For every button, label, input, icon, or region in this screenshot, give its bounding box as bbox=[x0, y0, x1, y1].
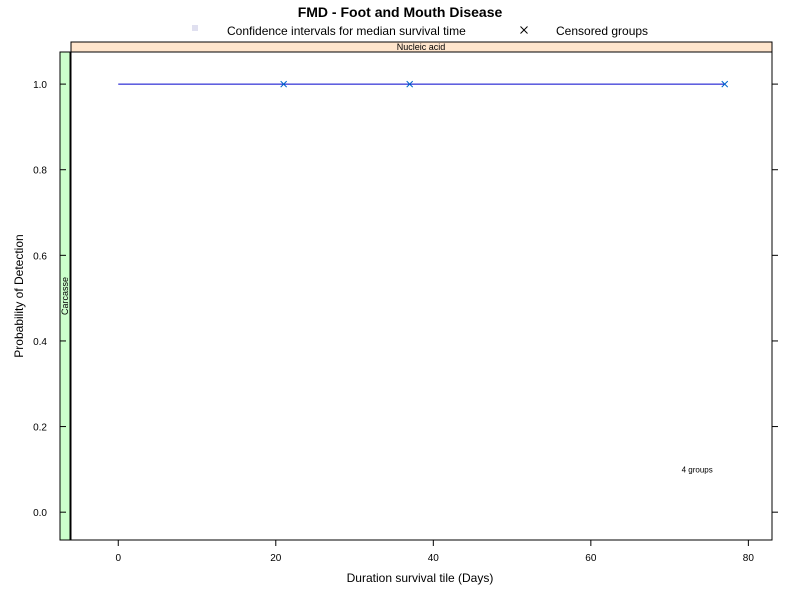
x-tick-label: 80 bbox=[743, 553, 755, 564]
x-tick-label: 40 bbox=[428, 553, 440, 564]
legend-censored-symbol bbox=[520, 26, 528, 34]
legend-ci-swatch bbox=[192, 25, 198, 31]
y-axis-label: Probability of Detection bbox=[12, 234, 26, 357]
legend-censored-label: Censored groups bbox=[556, 24, 648, 38]
censored-markers bbox=[280, 80, 729, 88]
strip-left bbox=[59, 51, 71, 541]
y-tick-label: 0.0 bbox=[33, 508, 47, 519]
legend-x-mark bbox=[520, 26, 528, 34]
chart-title: FMD - Foot and Mouth Disease bbox=[298, 4, 503, 20]
censored-marker bbox=[406, 80, 414, 88]
strip-top-label: Nucleic acid bbox=[397, 42, 446, 52]
y-tick-label: 0.4 bbox=[33, 337, 47, 348]
y-axis: 0.0 0.2 0.4 0.6 0.8 1.0 bbox=[33, 80, 778, 519]
x-tick-label: 20 bbox=[270, 553, 282, 564]
plot-panel bbox=[70, 51, 773, 541]
x-axis: 0 20 40 60 80 bbox=[115, 540, 754, 564]
y-tick-label: 0.6 bbox=[33, 251, 47, 262]
strip-left-label: Carcasse bbox=[60, 277, 70, 315]
censored-marker bbox=[721, 80, 729, 88]
legend: Confidence intervals for median survival… bbox=[192, 24, 648, 38]
x-tick-label: 60 bbox=[585, 553, 597, 564]
legend-ci-label: Confidence intervals for median survival… bbox=[227, 24, 466, 38]
y-tick-label: 0.8 bbox=[33, 166, 47, 177]
y-tick-label: 1.0 bbox=[33, 80, 47, 91]
x-axis-label: Duration survival tile (Days) bbox=[347, 571, 494, 585]
censored-marker bbox=[280, 80, 288, 88]
groups-annotation: 4 groups bbox=[682, 465, 713, 474]
x-tick-label: 0 bbox=[115, 553, 121, 564]
y-tick-label: 0.2 bbox=[33, 423, 47, 434]
